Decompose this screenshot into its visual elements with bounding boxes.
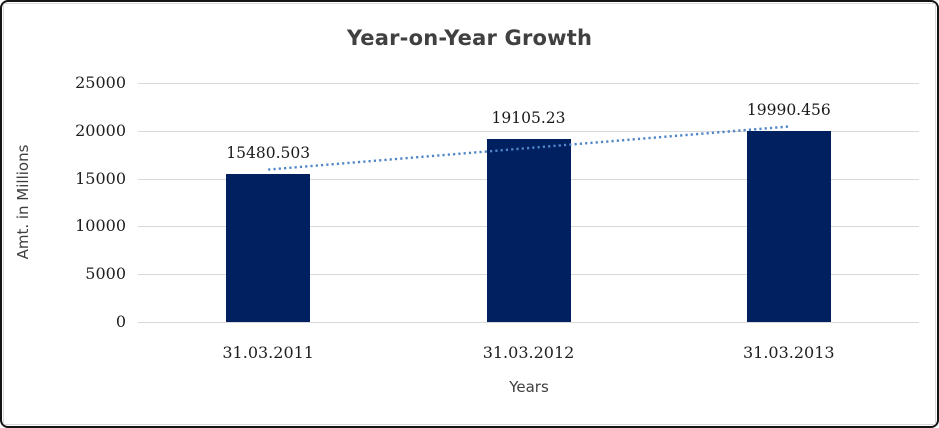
bar-data-label: 15480.503 — [226, 144, 311, 162]
bar-data-label: 19105.23 — [491, 109, 566, 128]
chart-area: Year-on-Year Growth Amt. in Millions Yea… — [3, 3, 936, 425]
y-tick-label: 0 — [115, 312, 126, 331]
y-tick-label: 10000 — [75, 216, 126, 235]
gridline — [138, 322, 919, 323]
y-tick-label: 15000 — [75, 169, 126, 188]
chart-title: Year-on-Year Growth — [346, 26, 593, 50]
y-tick-label: 25000 — [75, 73, 126, 92]
y-tick-label: 5000 — [85, 264, 126, 283]
x-axis-title: Years — [509, 378, 549, 396]
x-category-label: 31.03.2012 — [482, 343, 575, 362]
bar — [486, 139, 571, 322]
y-axis-title: Amt. in Millions — [14, 144, 32, 260]
y-tick-label: 20000 — [75, 121, 126, 140]
bar-data-label: 19990.456 — [746, 100, 831, 119]
bar — [746, 130, 831, 322]
x-category-label: 31.03.2013 — [742, 343, 835, 362]
bar — [226, 174, 311, 322]
gridline — [138, 83, 919, 84]
x-category-label: 31.03.2011 — [222, 343, 314, 362]
